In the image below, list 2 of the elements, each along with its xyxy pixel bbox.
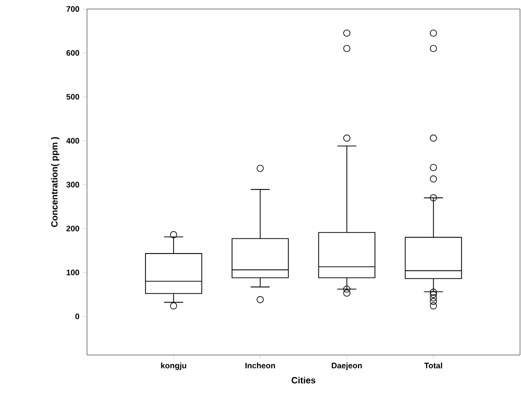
x-axis-title: Cities — [292, 376, 316, 384]
y-axis-title: Concentration( ppm ) — [50, 137, 60, 227]
